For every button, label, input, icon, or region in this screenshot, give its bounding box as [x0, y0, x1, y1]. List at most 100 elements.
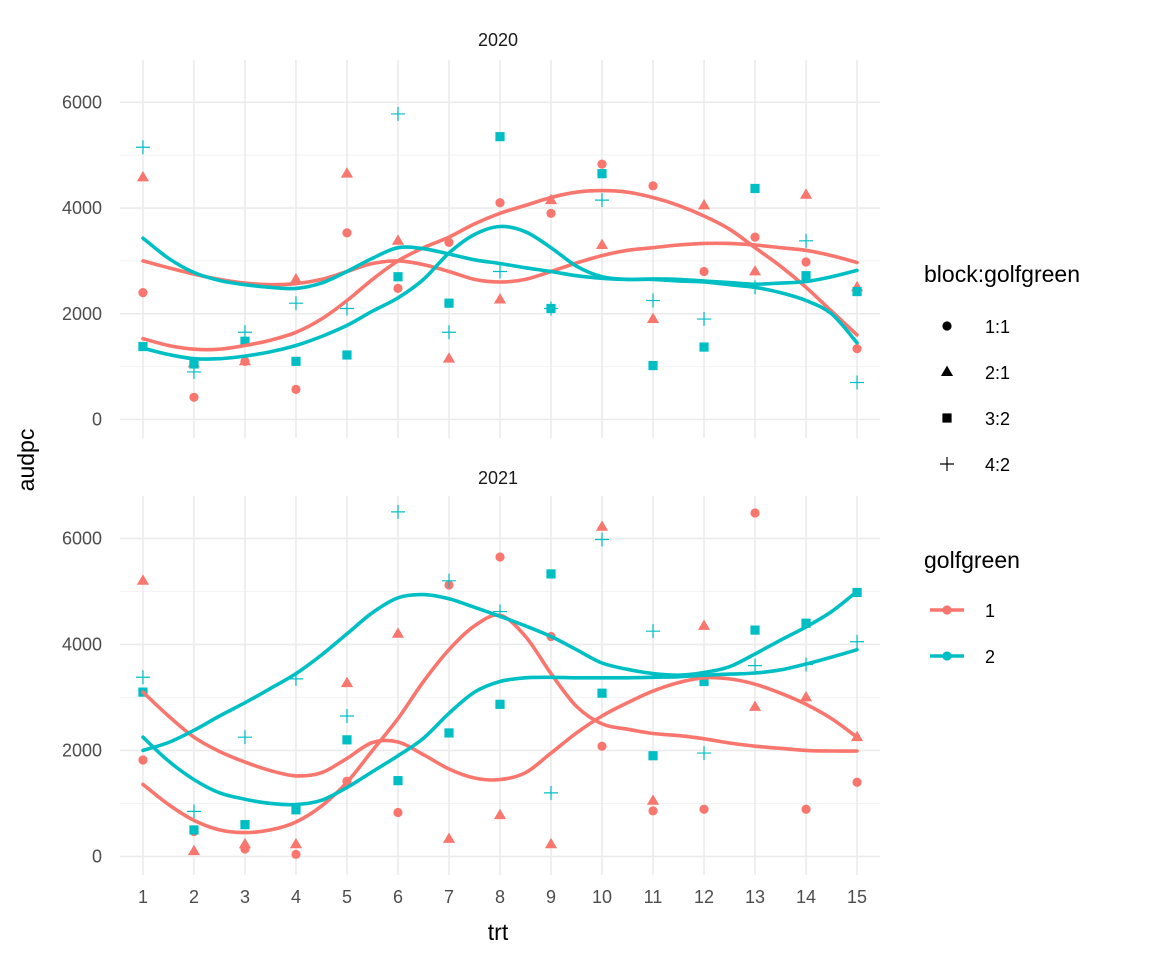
- legend-dot-golfgreen-1: [942, 605, 952, 615]
- x-axis-title: trt: [488, 919, 509, 945]
- panel-2021-point-3-2: [546, 569, 556, 579]
- panel-2020-point-1-1: [291, 384, 301, 394]
- panel-2021-point-3-2: [240, 820, 250, 830]
- legend-dot-golfgreen-2: [942, 651, 952, 661]
- panel-2021-point-3-2: [189, 825, 199, 835]
- panel-2021-point-2-1: [799, 691, 813, 702]
- panel-2020-point-1-1: [648, 181, 658, 191]
- panel-2021-point-4-2: [646, 624, 661, 639]
- x-tick-label: 3: [240, 887, 250, 907]
- legend-key-3-2: [942, 413, 952, 423]
- panel-2021-point-3-2: [495, 699, 505, 709]
- panel-2020-point-4-2: [237, 325, 252, 340]
- legend-label-3-2: 3:2: [985, 409, 1010, 429]
- panel-2021-point-2-1: [595, 520, 609, 531]
- panel-2020-point-4-2: [441, 325, 456, 340]
- panel-2021-point-1-1: [699, 804, 709, 814]
- panel-2021-point-1-1: [291, 849, 301, 859]
- panel-2020-y-tick-label: 4000: [62, 198, 102, 218]
- panel-2021-point-2-1: [646, 794, 660, 805]
- panel-2020-point-3-2: [393, 272, 403, 282]
- panel-2020-point-3-2: [291, 356, 301, 366]
- panel-2021-point-4-2: [186, 804, 201, 819]
- legend-key-2-1: [940, 365, 954, 376]
- panel-2021-point-2-1: [187, 844, 201, 856]
- legend-shape-title: block:golfgreen: [924, 261, 1080, 287]
- panel-2020-point-3-2: [240, 336, 250, 346]
- panel-2020-point-3-2: [648, 360, 658, 371]
- panel-2021-point-1-1: [852, 777, 862, 787]
- x-tick-label: 11: [644, 887, 663, 907]
- panel-2020-point-3-2: [495, 132, 505, 142]
- x-tick-label: 10: [592, 887, 612, 907]
- panel-2020-point-2-1: [748, 265, 762, 276]
- panel-2021-point-3-2: [444, 728, 454, 738]
- panel-2021-point-4-2: [697, 746, 712, 761]
- legend-label-golfgreen-1: 1: [985, 601, 995, 621]
- panel-2021-point-1-1: [648, 806, 658, 816]
- panel-2020-point-2-1: [646, 312, 660, 324]
- x-tick-label: 12: [694, 887, 714, 907]
- panel-2020-point-2-1: [442, 352, 456, 363]
- panel-2021-point-4-2: [237, 730, 252, 745]
- panel-2020-point-2-1: [595, 238, 609, 250]
- panel-2020-point-1-1: [189, 392, 199, 402]
- legend-color-title: golfgreen: [924, 547, 1020, 573]
- panel-2021-y-tick-label: 4000: [62, 634, 102, 654]
- panel-2021-y-tick-label: 0: [92, 846, 102, 866]
- panel-2021-point-4-2: [748, 658, 763, 673]
- panel-2021-point-1-1: [393, 807, 403, 818]
- panel-2021-y-tick-label: 2000: [62, 740, 102, 760]
- panel-2021-point-4-2: [339, 708, 354, 723]
- x-tick-label: 2: [189, 887, 199, 907]
- panel-2021-point-4-2: [390, 504, 405, 519]
- panel-2020-point-2-1: [799, 188, 813, 199]
- y-axis-title: audpc: [13, 429, 39, 492]
- legend: 1:1 2:1 3:2 4:2 1 2: [930, 317, 1010, 667]
- panel-2020-point-2-1: [238, 354, 252, 366]
- panel-2020-point-1-1: [801, 257, 811, 267]
- legend-label-4-2: 4:2: [985, 455, 1010, 475]
- panel-2021-point-2-1: [136, 574, 150, 585]
- x-tick-label: 9: [546, 887, 556, 907]
- x-tick-label: 14: [796, 887, 816, 907]
- panel-2020-point-4-2: [390, 106, 405, 121]
- legend-key-4-2: [940, 457, 954, 471]
- panel-2020-smooth-line-2-1: [141, 241, 859, 287]
- x-tick-label: 6: [393, 887, 403, 907]
- legend-key-1-1: [942, 321, 952, 331]
- panel-2020-point-4-2: [339, 301, 354, 316]
- panel-2021-point-4-2: [441, 573, 456, 588]
- panel-2021-point-3-2: [342, 735, 352, 745]
- panel-strip-2020: 2020: [478, 30, 518, 50]
- panel-2021-point-4-2: [850, 634, 865, 649]
- panel-2020-y-tick-label: 2000: [62, 304, 102, 324]
- legend-label-1-1: 1:1: [985, 317, 1010, 337]
- panel-2020-point-3-2: [597, 169, 607, 179]
- panel-2021-point-2-1: [748, 700, 762, 711]
- panel-2021-point-3-2: [750, 625, 760, 635]
- panel-strip-2021: 2021: [478, 468, 518, 488]
- x-tick-label: 1: [138, 887, 148, 907]
- panel-2020-point-4-2: [288, 296, 303, 311]
- panel-2020-point-4-2: [850, 375, 865, 390]
- panel-2020-y-tick-label: 6000: [62, 92, 102, 112]
- panel-2020-point-2-1: [391, 234, 405, 245]
- panel-2021-point-3-2: [597, 688, 607, 698]
- panel-2021-point-2-1: [697, 619, 711, 630]
- panel-2020-point-3-2: [189, 359, 199, 369]
- panel-2021-point-1-1: [801, 804, 811, 814]
- panel-2021-point-4-2: [544, 785, 559, 800]
- panel-2021-point-2-1: [238, 837, 252, 849]
- panel-2021-smooth-line-3-2: [141, 647, 859, 807]
- panel-2020-point-4-2: [135, 140, 150, 155]
- panel-2021-point-3-2: [291, 805, 301, 815]
- panel-2021-point-2-1: [289, 837, 303, 849]
- panel-2020-point-1-1: [597, 159, 607, 169]
- panel-2020-smooth-line-3-2: [141, 224, 859, 361]
- panel-2021-point-2-1: [544, 837, 558, 849]
- legend-label-2-1: 2:1: [985, 363, 1010, 383]
- panel-2020-point-2-1: [697, 198, 711, 210]
- panel-2021-point-4-2: [595, 532, 610, 547]
